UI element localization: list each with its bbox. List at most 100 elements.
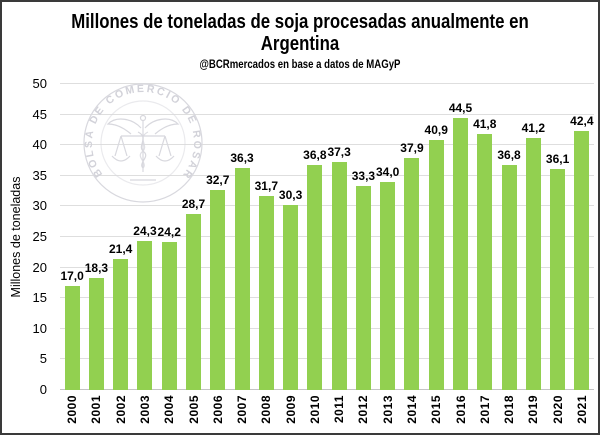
x-tick-label-2016: 2016 [453, 395, 468, 424]
y-tick-label-25: 25 [32, 229, 47, 244]
bar-value-label-2012: 33,3 [351, 169, 376, 184]
gridline-10 [60, 327, 594, 329]
bcr-rosario-seal-watermark-icon: BOLSA DE COMERCIO DE ROSARIO [68, 68, 203, 203]
bar-value-label-2009: 30,3 [278, 187, 303, 202]
bar-value-label-2016: 44,5 [448, 100, 473, 115]
x-tick-label-2008: 2008 [259, 395, 274, 424]
watermark-text: BOLSA DE COMERCIO DE ROSARIO [68, 68, 201, 182]
x-tick-label-2011: 2011 [332, 395, 347, 424]
bar-2019 [525, 137, 541, 390]
bar-2021 [574, 130, 590, 390]
bar-2003 [137, 241, 153, 390]
bar-2011 [331, 161, 347, 390]
bar-2015 [428, 139, 444, 390]
bar-value-label-2010: 36,8 [303, 147, 327, 162]
gridline-30 [60, 205, 594, 207]
bar-value-label-2021: 42,4 [570, 113, 594, 128]
bar-value-label-2020: 36,1 [545, 152, 570, 167]
seal-outer-ring [83, 83, 203, 203]
bar-value-label-2015: 40,9 [424, 122, 448, 137]
gridline-25 [60, 236, 594, 237]
bar-value-label-2019: 41,2 [521, 120, 545, 135]
gridline-50 [60, 83, 594, 84]
x-tick-label-2002: 2002 [113, 395, 128, 424]
x-axis-tick-labels: 2000 2001 2002 2003 2004 2005 2006 2007 2008 2009… [60, 395, 594, 433]
bar-2020 [550, 169, 566, 390]
bar-value-label-2002: 21,4 [108, 242, 133, 257]
bar-2006 [210, 189, 226, 390]
bar-value-label-2007: 36,3 [230, 150, 254, 165]
bar-2014 [404, 158, 420, 390]
x-tick-label-2019: 2019 [526, 395, 541, 424]
bar-value-label-2011: 37,3 [327, 144, 351, 159]
y-tick-label-40: 40 [32, 137, 47, 153]
bar-2010 [307, 164, 323, 390]
chart-title-line2: Argentina [260, 33, 340, 55]
gridline-35 [60, 174, 594, 176]
bar-value-label-2014: 37,9 [400, 141, 424, 156]
gridline-15 [60, 297, 594, 299]
gridline-45 [60, 113, 594, 115]
bar-value-label-2018: 36,8 [497, 147, 521, 162]
bar-2018 [501, 164, 517, 390]
x-tick-label-2000: 2000 [65, 395, 80, 424]
x-tick-label-2021: 2021 [574, 395, 589, 424]
gridline-20 [60, 266, 594, 268]
plot-area: BOLSA DE COMERCIO DE ROSARIO 17,018,3 21,… [60, 68, 594, 390]
bar-2012 [355, 186, 371, 390]
bar-value-label-2004: 24,2 [157, 224, 181, 239]
gridline-5 [60, 358, 594, 360]
y-tick-label-20: 20 [32, 259, 47, 275]
bar-2008 [258, 196, 274, 390]
y-tick-label-50: 50 [32, 76, 47, 91]
bar-2016 [453, 117, 468, 390]
y-axis-tick-labels: 0 5 10 15 20 25 30 35 40 45 50 [2, 76, 50, 397]
caduceus-scales-icon [106, 114, 180, 181]
y-tick-label-15: 15 [32, 290, 47, 306]
x-tick-label-2009: 2009 [283, 395, 298, 424]
x-tick-label-2005: 2005 [186, 395, 201, 424]
chart-subtitle: @BCRmercados en base a datos de MAGyP [199, 57, 401, 71]
bar-2009 [283, 204, 299, 390]
x-tick-label-2012: 2012 [356, 395, 371, 424]
y-tick-label-0: 0 [39, 382, 47, 397]
bar-2013 [380, 181, 396, 390]
x-tick-label-2020: 2020 [550, 395, 565, 424]
bar-value-label-2017: 41,8 [473, 117, 497, 132]
x-tick-label-2006: 2006 [210, 395, 225, 424]
bar-value-label-2008: 31,7 [254, 179, 278, 193]
bar-2000 [64, 285, 80, 390]
y-tick-label-30: 30 [32, 198, 47, 214]
x-tick-label-2014: 2014 [404, 395, 419, 424]
svg-text:BOLSA DE COMERCIO DE ROSARIO: BOLSA DE COMERCIO DE ROSARIO [68, 68, 203, 182]
x-tick-label-2004: 2004 [162, 395, 177, 424]
gridline-0 [60, 389, 594, 390]
bar-value-label-2006: 32,7 [206, 172, 230, 187]
bar-value-label-2013: 34,0 [375, 164, 400, 179]
x-tick-label-2015: 2015 [429, 395, 444, 424]
bar-2002 [113, 259, 129, 390]
x-tick-label-2018: 2018 [502, 395, 517, 424]
bar-2001 [88, 278, 104, 390]
x-tick-label-2010: 2010 [307, 395, 322, 424]
bar-2017 [477, 134, 493, 390]
y-tick-label-35: 35 [32, 167, 47, 183]
bar-value-label-2001: 18,3 [84, 261, 109, 276]
x-tick-label-2003: 2003 [137, 395, 152, 424]
y-tick-label-45: 45 [32, 106, 47, 122]
x-tick-label-2001: 2001 [89, 395, 104, 424]
bar-value-label-2005: 28,7 [181, 197, 206, 212]
bar-2004 [161, 241, 177, 390]
gridline-40 [60, 144, 594, 146]
x-tick-label-2007: 2007 [235, 395, 250, 424]
x-tick-label-2017: 2017 [477, 395, 492, 424]
y-tick-label-10: 10 [32, 320, 47, 336]
chart-title-line1: Millones de toneladas de soja procesadas… [71, 11, 529, 33]
bar-2007 [234, 167, 250, 390]
bar-value-label-2000: 17,0 [60, 268, 84, 283]
x-tick-label-2013: 2013 [380, 395, 395, 424]
bar-value-label-2003: 24,3 [133, 224, 157, 239]
y-tick-label-5: 5 [39, 351, 47, 367]
bar-2005 [186, 214, 201, 390]
